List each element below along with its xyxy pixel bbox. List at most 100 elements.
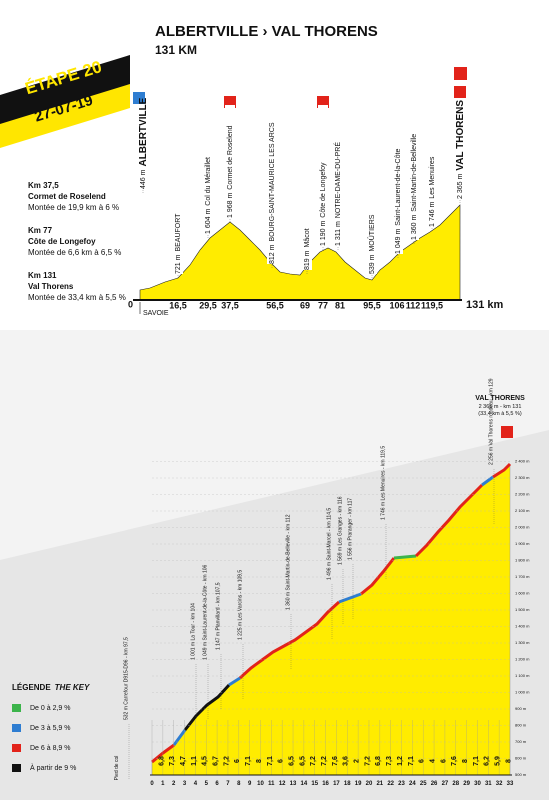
place-name: Saint-Laurent-de-la-Côte [395, 149, 402, 226]
place-label-bg [225, 105, 235, 218]
gradient-label: 4,5 [202, 756, 209, 766]
waypoint-label: 1 569 m Les Granges - km 116 [337, 496, 343, 565]
climb-km-label: 26 [431, 781, 438, 787]
region-label: SAVOIE [143, 310, 169, 317]
climb-km-label: 16 [322, 781, 329, 787]
altitude-label: 2 400 m [515, 459, 530, 464]
place-name: BOURG-SAINT-MAURICE LES ARCS [269, 122, 276, 241]
gradient-label: 7,1 [245, 756, 252, 766]
place-name: NOTRE-DAME-DU-PRÉ [333, 142, 342, 219]
altitude-label: 1 200 m [515, 657, 530, 662]
climb-km-label: 18 [344, 781, 351, 787]
gradient-edge [481, 475, 494, 487]
altitude-label: 2 300 m [515, 475, 530, 480]
climb-km-label: 4 [194, 781, 198, 787]
gradient-label: 6,7 [213, 756, 220, 766]
climb-km-label: 22 [387, 781, 394, 787]
altitude-label: 900 m [515, 706, 527, 711]
waypoint-label: 1 496 m Saint-Marcel - km 114,5 [326, 508, 332, 580]
place-altitude: 721 m [175, 254, 182, 274]
climb-km-label: 21 [376, 781, 383, 787]
climb-km-label: 1 [161, 781, 165, 787]
legend-item: À partir de 9 % [30, 763, 76, 772]
gradient-edge [338, 592, 362, 604]
place-name: Saint-Martin-de-Belleville [411, 134, 418, 212]
climb-km-label: 20 [366, 781, 373, 787]
waypoint-label: 1 049 m Saint-Laurent-de-la-Côte - km 10… [202, 564, 208, 660]
waypoint-label: 1 556 m Praranger - km 117 [347, 498, 353, 560]
gradient-label: 7,2 [364, 756, 371, 766]
gradient-edge [360, 557, 396, 596]
legend-swatch [12, 704, 21, 712]
place-label: 721 m BEAUFORT [175, 213, 182, 274]
legend-title-en: THE KEY [55, 683, 90, 692]
climb-km-label: 0 [150, 781, 154, 787]
gradient-label: 1,1 [191, 756, 198, 766]
climb-km-label: 8 [237, 781, 241, 787]
gradient-label: 6 [419, 759, 426, 763]
altitude-label: 1 700 m [515, 574, 530, 579]
altitude-label: 1 600 m [515, 591, 530, 596]
gradient-edge [414, 483, 484, 558]
km-label: 95,5 [363, 300, 381, 310]
place-altitude: 812 m [269, 244, 276, 264]
place-label: 1 968 m Cormet de Roselend [227, 125, 234, 218]
climb-km-label: 30 [474, 781, 481, 787]
place-altitude: 1 190 m [320, 221, 327, 246]
waypoint-label: 1 746 m Les Menuires - km 119,5 [380, 446, 386, 520]
gradient-label: 2 [354, 759, 361, 763]
legend-item: De 3 à 5,9 % [30, 725, 70, 732]
start-flag [133, 92, 145, 104]
gradient-label: 7,1 [267, 756, 274, 766]
place-label: 1 311 m NOTRE-DAME-DU-PRÉ [333, 142, 342, 246]
climb-km-label: 25 [420, 781, 427, 787]
place-label-bg [409, 105, 419, 240]
altitude-label: 1 900 m [515, 541, 530, 546]
km-label: 119,5 [421, 300, 443, 310]
gradient-edge [183, 683, 231, 731]
climb-km-label: 23 [398, 781, 405, 787]
place-name: Cormet de Roselend [227, 125, 234, 189]
gradient-label: 6,5 [299, 756, 306, 766]
stage-profile [139, 204, 461, 301]
gradient-label: 6 [440, 759, 447, 763]
place-label-bg [203, 105, 213, 234]
place-label: 819 m Mâcot [304, 228, 311, 270]
climb-detail: Montée de 33,4 km à 5,5 % [28, 293, 126, 302]
km-label: 29,5 [199, 300, 217, 310]
place-label: 446 m ALBERTVILLE [138, 97, 149, 189]
climb-km-label: 11 [268, 781, 275, 787]
gradient-label: 6,8 [158, 756, 165, 766]
place-altitude: 1 049 m [395, 229, 402, 254]
place-label-bg [427, 105, 437, 227]
legend-item: De 6 à 8,9 % [30, 745, 70, 752]
altitude-label: 700 m [515, 739, 527, 744]
climb-km-label: 29 [463, 781, 470, 787]
gradient-edge [393, 554, 417, 560]
place-altitude: 1 968 m [227, 193, 234, 218]
altitude-label: 2 200 m [515, 492, 530, 497]
place-label: 1 360 m Saint-Martin-de-Belleville [411, 134, 418, 240]
gradient-label: 6,5 [288, 756, 295, 766]
gradient-label: 7,3 [386, 756, 393, 766]
altitude-label: 2 100 m [515, 508, 530, 513]
finish-flag [454, 67, 467, 80]
place-name: Mâcot [304, 228, 311, 247]
place-label: 1 604 m Col du Méraillet [205, 157, 212, 234]
gradient-label: 6,8 [375, 756, 382, 766]
climb-km-label: 32 [496, 781, 503, 787]
altitude-label: 600 m [515, 756, 527, 761]
gradient-label: 7,2 [223, 756, 230, 766]
climb-detail: Montée de 19,9 km à 6 % [28, 203, 119, 212]
place-name: Les Menuires [429, 156, 436, 199]
finish-flag [501, 426, 513, 438]
climb-km-label: 7 [226, 781, 230, 787]
stage-band [0, 55, 130, 130]
gradient-edge [492, 462, 512, 479]
altitude-label: 1 500 m [515, 607, 530, 612]
climb-summary: 2 365 m - km 131 [479, 404, 522, 410]
place-label-bg [333, 105, 343, 246]
gradient-label: 7,3 [169, 756, 176, 766]
climb-km-label: 15 [311, 781, 318, 787]
gradient-label: 7,1 [408, 756, 415, 766]
